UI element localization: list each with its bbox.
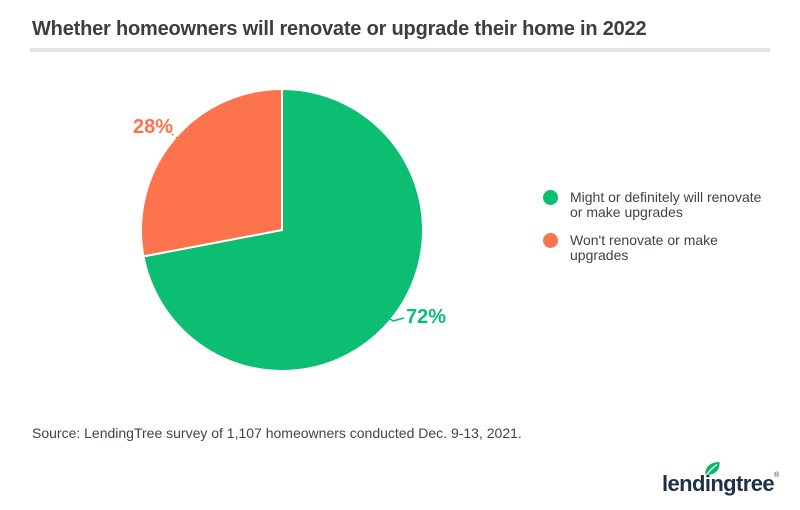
legend-dot-orange-icon (543, 233, 558, 248)
leaf-icon (705, 462, 720, 475)
data-label-72-percent: 72% (406, 306, 447, 328)
chart-title: Whether homeowners will renovate or upgr… (32, 18, 647, 40)
lendingtree-logo-text: lendingtree (662, 471, 775, 496)
legend-label: Might or definitely will renovate or mak… (570, 189, 762, 220)
legend-item-renovate: Might or definitely will renovate or mak… (543, 190, 770, 220)
title-divider (30, 48, 770, 52)
registered-trademark: ® (773, 472, 780, 479)
data-label-28-percent: 28% (133, 116, 174, 138)
source-note: Source: LendingTree survey of 1,107 home… (32, 425, 522, 441)
legend: Might or definitely will renovate or mak… (543, 190, 770, 276)
legend-label: Won't renovate or make upgrades (570, 232, 718, 263)
lendingtree-logo: lendingtree® (662, 462, 780, 503)
legend-item-wont-renovate: Won't renovate or make upgrades (543, 233, 770, 263)
legend-dot-green-icon (543, 190, 558, 205)
